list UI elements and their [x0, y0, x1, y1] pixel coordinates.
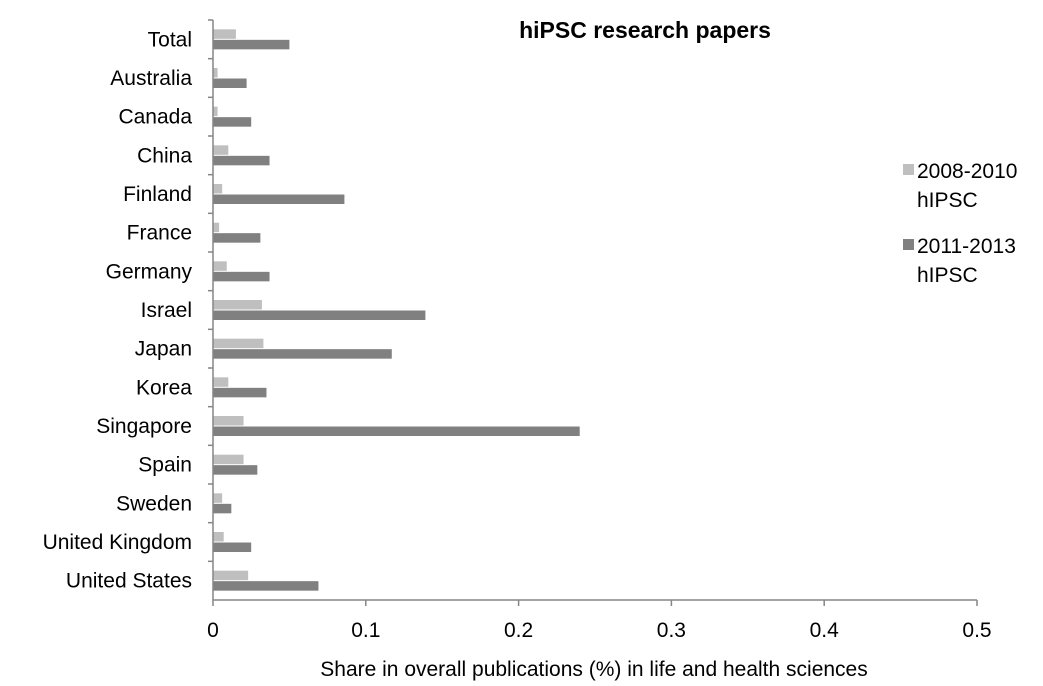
- bar-series-1: [213, 106, 218, 117]
- legend-swatch-series-1: [903, 164, 914, 175]
- chart-title: hiPSC research papers: [519, 17, 771, 43]
- x-axis-title: Share in overall publications (%) in lif…: [320, 658, 867, 681]
- bars-group: [213, 29, 580, 591]
- bar-series-2: [213, 349, 392, 359]
- x-axis-ticks: 0 0.1 0.2 0.3 0.4 0.5: [207, 600, 992, 642]
- bar-series-1: [213, 416, 244, 426]
- bar-series-2: [213, 78, 247, 88]
- category-label: Israel: [141, 299, 192, 322]
- bar-series-1: [213, 184, 223, 194]
- category-label: Japan: [135, 338, 192, 361]
- bar-series-1: [213, 145, 229, 155]
- category-label: Australia: [110, 67, 192, 90]
- bar-series-2: [213, 387, 267, 398]
- category-label: France: [127, 222, 192, 245]
- legend-label-series-1: 2008-2010: [917, 160, 1017, 183]
- category-label: Sweden: [116, 492, 192, 515]
- category-label: Finland: [123, 183, 192, 206]
- bar-series-1: [213, 222, 220, 233]
- bar-series-1: [213, 454, 244, 465]
- category-label: Spain: [138, 454, 192, 477]
- category-label: Canada: [118, 106, 192, 129]
- x-tick-label: 0.1: [351, 619, 380, 642]
- bar-series-1: [213, 493, 223, 503]
- bar-series-2: [213, 310, 426, 320]
- x-tick-label: 0.2: [504, 619, 533, 642]
- x-tick-label: 0.5: [962, 619, 991, 642]
- legend-label-series-2-line2: hIPSC: [917, 264, 978, 287]
- bar-series-1: [213, 300, 262, 310]
- legend-label-series-2: 2011-2013: [917, 235, 1016, 258]
- bar-series-1: [213, 29, 236, 39]
- x-tick-label: 0.4: [810, 619, 840, 642]
- legend: 2008-2010 hIPSC 2011-2013 hIPSC: [903, 160, 1017, 287]
- bar-series-2: [213, 39, 290, 50]
- bar-series-2: [213, 426, 580, 436]
- bar-series-1: [213, 532, 224, 542]
- bar-series-1: [213, 261, 227, 271]
- category-labels: Total Australia Canada China Finland France Ge…: [43, 19, 213, 593]
- bar-series-2: [213, 581, 319, 591]
- category-label: Singapore: [96, 415, 192, 438]
- bar-series-2: [213, 503, 232, 514]
- bar-series-1: [213, 570, 249, 581]
- bar-series-2: [213, 155, 270, 166]
- legend-label-series-1-line2: hIPSC: [917, 189, 978, 212]
- x-tick-label: 0.3: [657, 619, 686, 642]
- category-label: China: [137, 144, 192, 167]
- bar-series-2: [213, 465, 258, 475]
- category-label: United Kingdom: [43, 531, 192, 554]
- bar-series-2: [213, 271, 270, 282]
- bar-series-1: [213, 377, 229, 387]
- legend-swatch-series-2: [903, 239, 914, 250]
- bar-series-1: [213, 68, 218, 78]
- bar-series-2: [213, 117, 252, 127]
- category-label: Korea: [136, 376, 192, 399]
- category-label: United States: [66, 570, 192, 593]
- bar-series-2: [213, 542, 252, 552]
- category-label: Total: [148, 28, 192, 51]
- bar-series-2: [213, 233, 261, 243]
- bar-series-1: [213, 338, 264, 349]
- x-tick-label: 0: [207, 619, 219, 642]
- bar-series-2: [213, 194, 345, 204]
- category-label: Germany: [106, 260, 193, 283]
